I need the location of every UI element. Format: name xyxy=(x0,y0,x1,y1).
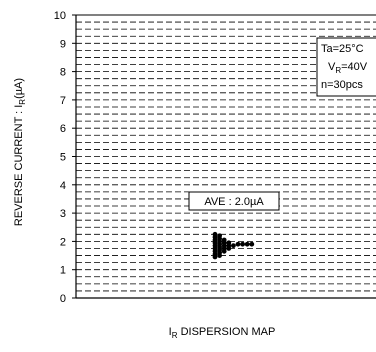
average-label: AVE : 2.0µA xyxy=(204,196,264,208)
y-tick-label: 6 xyxy=(60,123,66,135)
condition-n: n=30pcs xyxy=(321,79,363,91)
data-point xyxy=(226,240,232,246)
y-tick-label: 9 xyxy=(60,38,66,50)
y-tick-label: 1 xyxy=(60,265,66,277)
data-point xyxy=(231,243,236,249)
y-tick-labels: 0 1 2 3 4 5 6 7 8 9 10 xyxy=(54,10,66,305)
y-tick-label: 4 xyxy=(60,180,66,192)
y-tick-label: 7 xyxy=(60,95,66,107)
y-tick-label: 0 xyxy=(60,293,66,305)
data-point xyxy=(240,241,246,247)
y-tick-label: 8 xyxy=(60,67,66,79)
y-tick-label: 10 xyxy=(54,10,66,22)
y-tick-label: 5 xyxy=(60,152,66,164)
data-point xyxy=(235,241,241,247)
condition-ta: Ta=25°C xyxy=(321,43,364,55)
data-point xyxy=(217,233,223,239)
data-point xyxy=(221,237,227,243)
data-point xyxy=(212,231,218,237)
data-point xyxy=(249,241,255,247)
data-point xyxy=(244,241,250,247)
data-points xyxy=(212,231,255,260)
conditions-box: Ta=25°C VR=40V n=30pcs xyxy=(316,37,376,97)
x-axis-label: IR DISPERSION MAP xyxy=(169,326,276,340)
y-tick-label: 2 xyxy=(60,236,66,248)
y-tick-label: 3 xyxy=(60,208,66,220)
condition-vr: VR=40V xyxy=(328,61,368,75)
y-axis-label: REVERSE CURRENT : IR(µA) xyxy=(13,78,27,226)
average-box: AVE : 2.0µA xyxy=(188,191,280,211)
axes xyxy=(72,14,376,299)
